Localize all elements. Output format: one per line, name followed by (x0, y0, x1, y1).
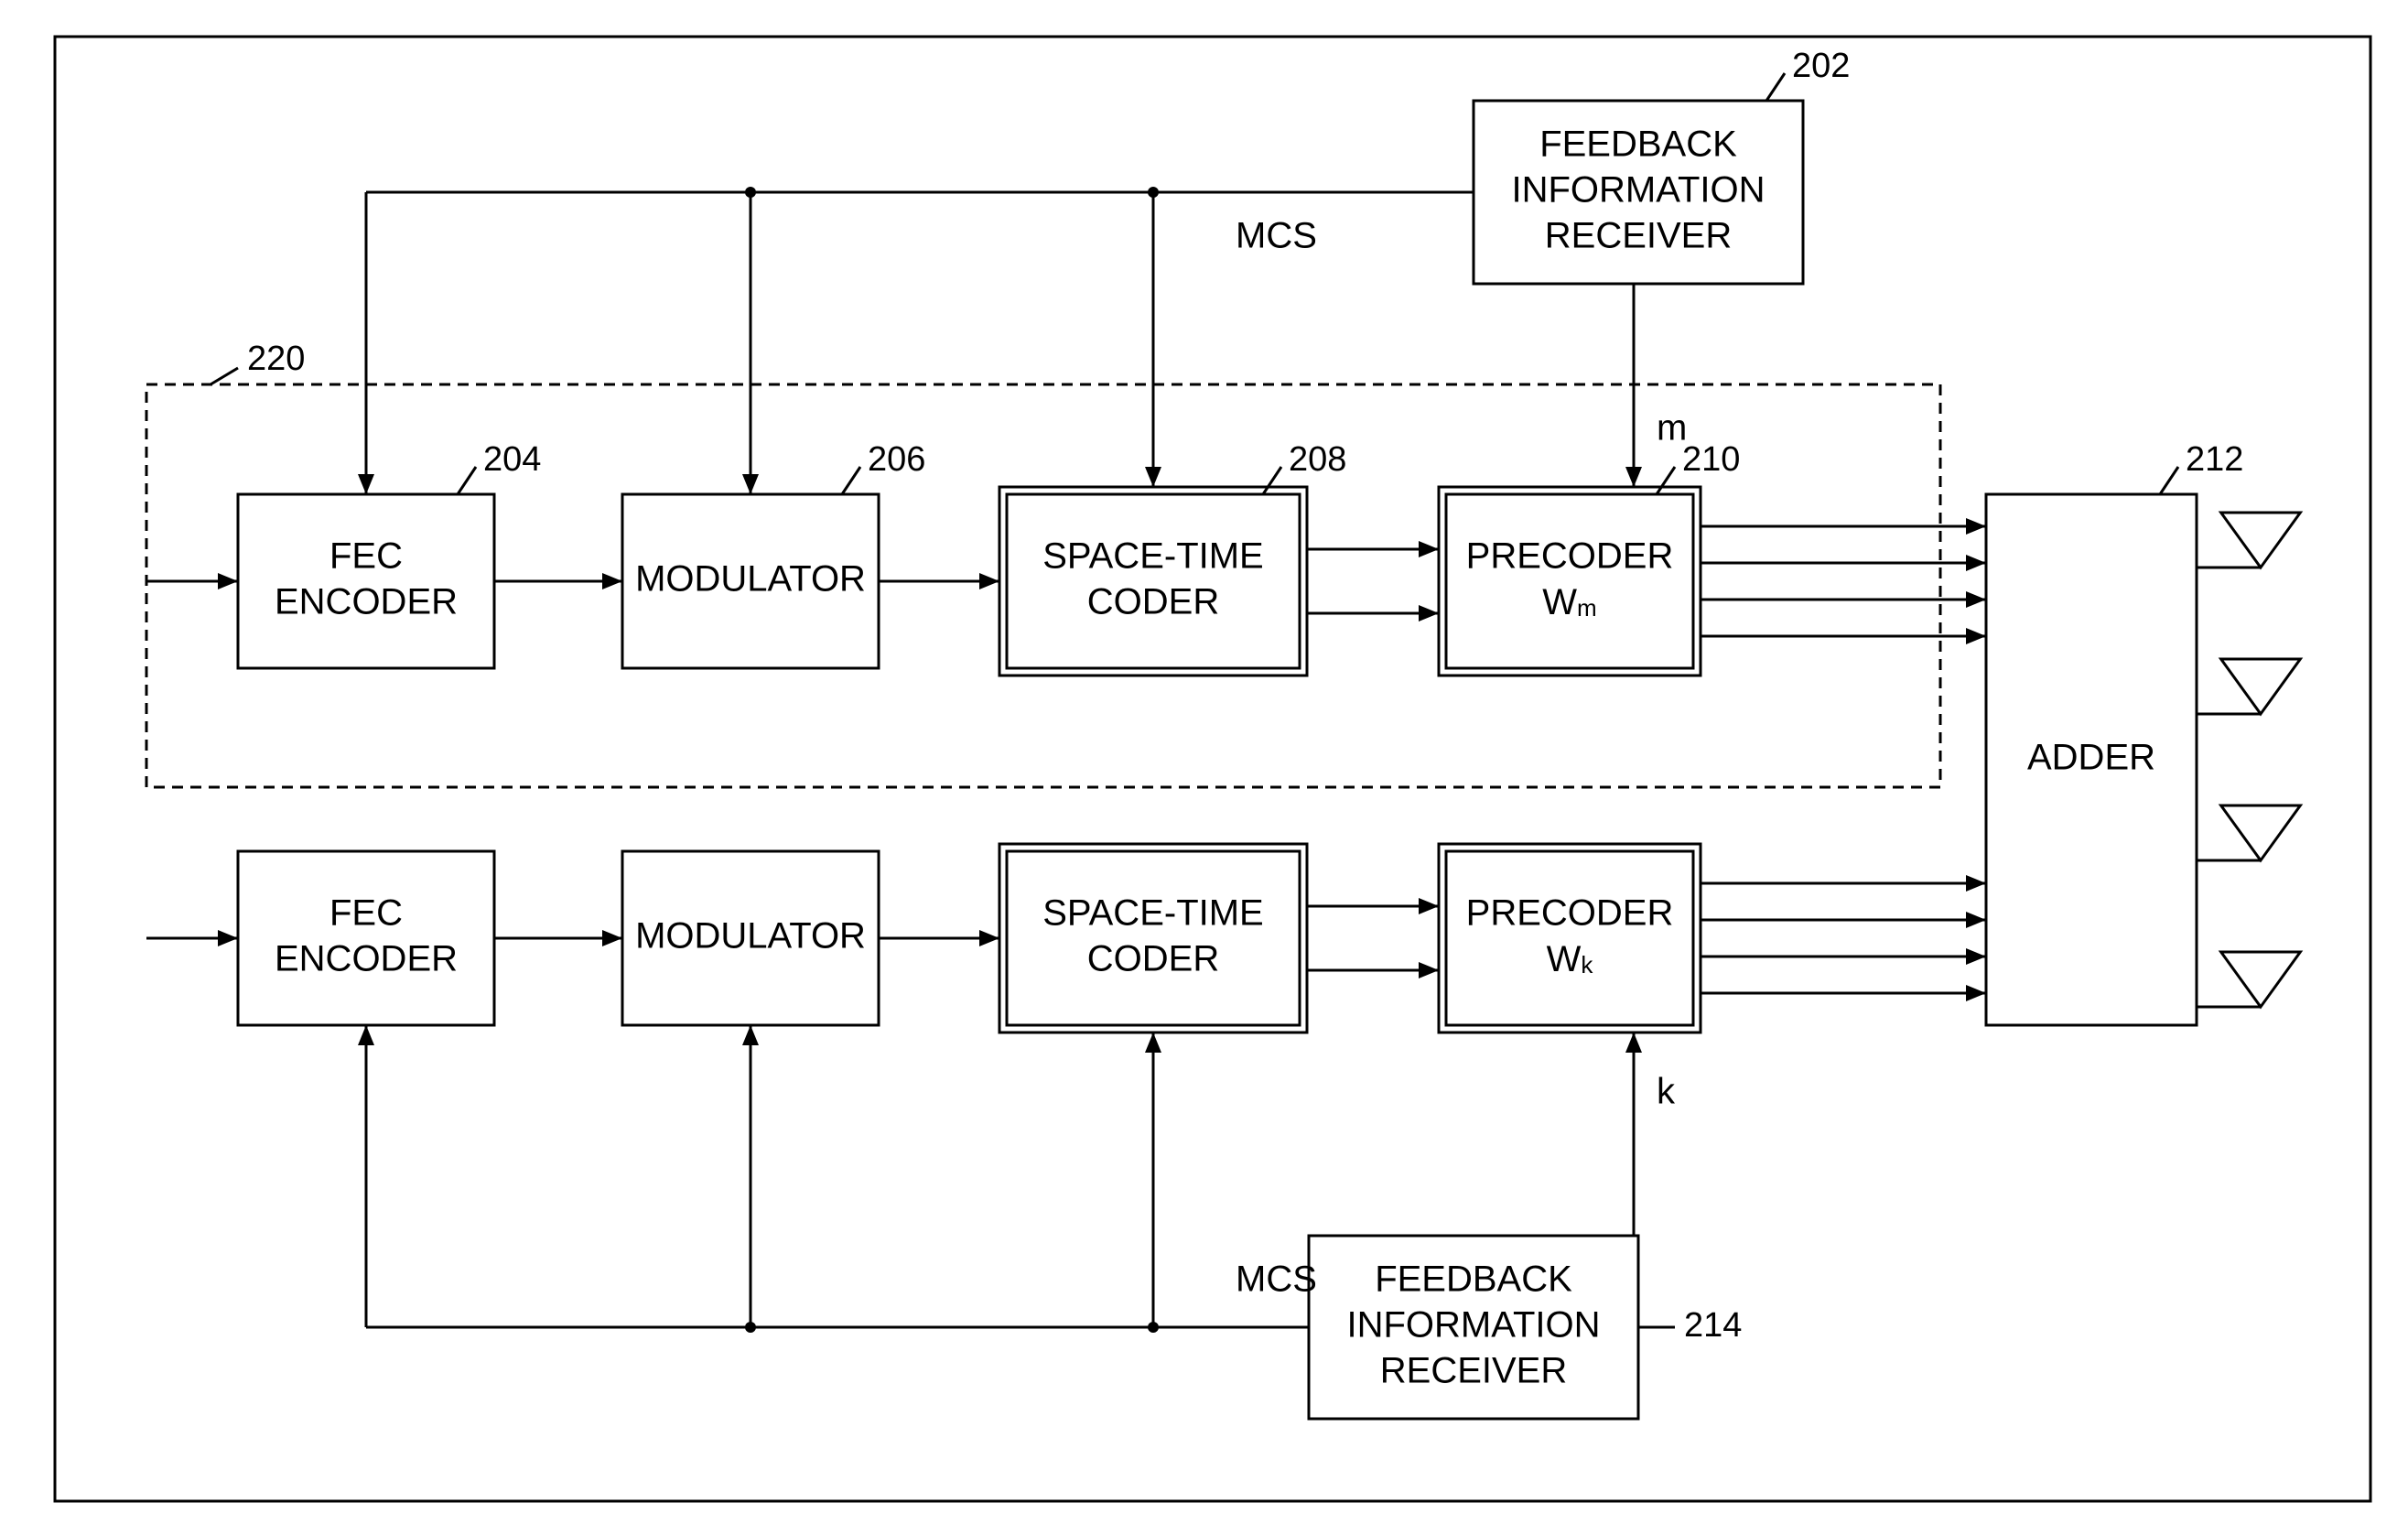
svg-text:FEC: FEC (329, 893, 403, 934)
svg-text:MODULATOR: MODULATOR (635, 916, 866, 957)
svg-text:MCS: MCS (1236, 216, 1317, 256)
mod2: MODULATOR (622, 851, 879, 1025)
svg-text:PRECODER: PRECODER (1466, 893, 1674, 934)
svg-text:FEEDBACK: FEEDBACK (1375, 1259, 1572, 1300)
svg-text:212: 212 (2186, 440, 2243, 479)
svg-text:MCS: MCS (1236, 1259, 1317, 1300)
svg-text:208: 208 (1289, 440, 1346, 479)
svg-text:SPACE-TIME: SPACE-TIME (1042, 536, 1264, 577)
svg-text:INFORMATION: INFORMATION (1346, 1305, 1600, 1346)
svg-text:m: m (1657, 408, 1687, 449)
fb_bot: FEEDBACK INFORMATION RECEIVER (1309, 1236, 1638, 1419)
svg-text:RECEIVER: RECEIVER (1545, 216, 1733, 256)
svg-text:202: 202 (1792, 47, 1850, 85)
stc1: SPACE-TIME CODER (999, 487, 1307, 676)
fec1: FEC ENCODER (238, 494, 494, 668)
antenna-icon (2221, 659, 2301, 714)
svg-text:INFORMATION: INFORMATION (1511, 170, 1765, 211)
svg-text:204: 204 (483, 440, 541, 479)
antenna-icon (2221, 952, 2301, 1007)
svg-text:220: 220 (247, 340, 305, 378)
svg-text:ADDER: ADDER (2027, 738, 2155, 778)
svg-text:PRECODER: PRECODER (1466, 536, 1674, 577)
adder: ADDER (1986, 494, 2197, 1025)
svg-text:Wm: Wm (1542, 582, 1596, 622)
svg-text:FEEDBACK: FEEDBACK (1539, 124, 1737, 165)
fec2: FEC ENCODER (238, 851, 494, 1025)
fb_top: FEEDBACK INFORMATION RECEIVER (1474, 101, 1803, 284)
svg-text:FEC: FEC (329, 536, 403, 577)
svg-text:ENCODER: ENCODER (275, 939, 458, 979)
pre2: PRECODER Wk (1439, 844, 1701, 1032)
svg-text:RECEIVER: RECEIVER (1380, 1351, 1568, 1391)
svg-text:CODER: CODER (1087, 939, 1219, 979)
svg-text:k: k (1657, 1072, 1676, 1112)
pre1: PRECODER Wm (1439, 487, 1701, 676)
svg-text:206: 206 (868, 440, 925, 479)
svg-text:214: 214 (1684, 1306, 1742, 1345)
svg-text:SPACE-TIME: SPACE-TIME (1042, 893, 1264, 934)
antenna-icon (2221, 805, 2301, 860)
svg-text:210: 210 (1682, 440, 1740, 479)
mod1: MODULATOR (622, 494, 879, 668)
svg-text:Wk: Wk (1547, 939, 1594, 979)
svg-text:CODER: CODER (1087, 582, 1219, 622)
svg-text:ENCODER: ENCODER (275, 582, 458, 622)
antenna-icon (2221, 513, 2301, 568)
svg-text:MODULATOR: MODULATOR (635, 559, 866, 600)
stc2: SPACE-TIME CODER (999, 844, 1307, 1032)
